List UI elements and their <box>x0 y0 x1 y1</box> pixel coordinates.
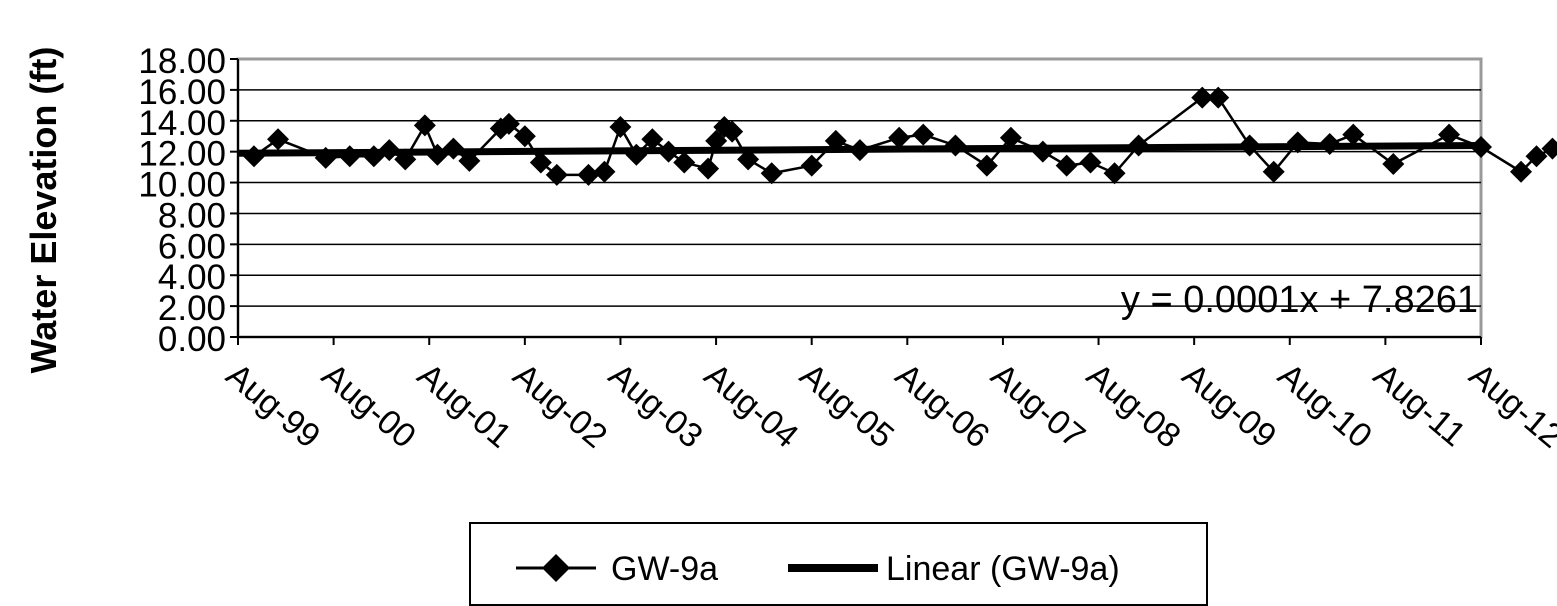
x-tick-label: Aug-03 <box>601 356 709 456</box>
data-point-gw9a <box>338 145 361 168</box>
data-point-gw9a <box>1207 86 1230 109</box>
y-tick-label: 10.00 <box>138 166 226 205</box>
data-point-gw9a <box>314 146 337 169</box>
data-point-gw9a <box>442 137 465 160</box>
data-point-gw9a <box>1031 140 1054 163</box>
data-point-gw9a <box>1382 153 1405 176</box>
data-point-gw9a <box>1541 137 1557 160</box>
plot-area <box>236 57 1483 339</box>
data-point-gw9a <box>1342 123 1365 146</box>
data-point-gw9a <box>1127 134 1150 157</box>
data-point-gw9a <box>497 112 520 135</box>
y-tick-label: 12.00 <box>138 135 226 174</box>
data-point-gw9a <box>426 143 449 166</box>
data-point-gw9a <box>394 148 417 171</box>
data-point-gw9a <box>1238 134 1261 157</box>
data-point-gw9a <box>1191 86 1214 109</box>
data-point-gw9a <box>721 120 744 143</box>
x-tick-label: Aug-11 <box>1366 356 1472 454</box>
data-point-gw9a <box>577 163 600 186</box>
data-point-gw9a <box>413 114 436 137</box>
data-point-gw9a <box>1286 131 1309 154</box>
y-tick-label: 16.00 <box>138 73 226 112</box>
data-point-gw9a <box>267 128 290 151</box>
data-point-gw9a <box>529 151 552 174</box>
x-tick-label: Aug-08 <box>1079 356 1187 456</box>
y-tick-label: 4.00 <box>158 258 226 297</box>
legend-diamond-icon <box>542 554 570 582</box>
x-tick-label: Aug-06 <box>888 356 996 456</box>
data-point-gw9a <box>760 162 783 185</box>
x-tick-label: Aug-01 <box>410 356 518 456</box>
y-tick-label: 14.00 <box>138 104 226 143</box>
x-tick-label: Aug-02 <box>506 356 614 456</box>
data-point-gw9a <box>1055 154 1078 177</box>
data-point-gw9a <box>1470 136 1492 159</box>
data-point-gw9a <box>458 149 481 172</box>
data-point-gw9a <box>609 115 632 138</box>
data-point-gw9a <box>1103 162 1126 185</box>
data-point-gw9a <box>378 139 401 162</box>
data-point-gw9a <box>888 126 911 149</box>
data-point-gw9a <box>1318 132 1341 155</box>
data-point-gw9a <box>824 129 847 152</box>
data-point-gw9a <box>912 123 935 146</box>
data-point-gw9a <box>1525 145 1548 168</box>
legend-label-gw9a: GW-9a <box>611 550 718 588</box>
x-tick-label: Aug-12 <box>1462 356 1557 456</box>
data-point-gw9a <box>625 143 648 166</box>
data-point-gw9a <box>657 140 680 163</box>
x-tick-label: Aug-99 <box>219 356 327 456</box>
y-tick-label: 6.00 <box>158 227 226 266</box>
data-point-gw9a <box>975 154 998 177</box>
data-point-gw9a <box>1438 123 1461 146</box>
data-point-gw9a <box>641 128 664 151</box>
data-point-gw9a <box>848 139 871 162</box>
trendline-equation: y = 0.0001x + 7.8261 <box>1121 279 1478 321</box>
data-point-gw9a <box>944 134 967 157</box>
data-point-gw9a <box>242 145 265 168</box>
data-point-gw9a <box>999 126 1022 149</box>
legend: GW-9a Linear (GW-9a) <box>469 522 1208 606</box>
legend-label-trend: Linear (GW-9a) <box>886 550 1120 588</box>
data-point-gw9a <box>737 148 760 171</box>
x-tick-label: Aug-10 <box>1271 356 1379 456</box>
data-point-gw9a <box>705 129 728 152</box>
x-tick-label: Aug-09 <box>1175 356 1283 456</box>
y-tick-label: 8.00 <box>158 196 226 235</box>
data-point-gw9a <box>1262 160 1285 183</box>
data-point-gw9a <box>1079 151 1102 174</box>
x-tick-label: Aug-07 <box>984 356 1092 456</box>
x-tick-label: Aug-00 <box>314 356 422 456</box>
y-tick-label: 0.00 <box>158 320 226 359</box>
data-point-gw9a <box>673 151 696 174</box>
x-tick-label: Aug-05 <box>793 356 901 456</box>
y-tick-label: 18.00 <box>138 42 226 81</box>
data-point-gw9a <box>513 125 536 148</box>
data-point-gw9a <box>800 154 823 177</box>
data-point-gw9a <box>1510 160 1533 183</box>
data-point-gw9a <box>697 157 720 180</box>
y-tick-label: 2.00 <box>158 289 226 328</box>
data-point-gw9a <box>593 160 616 183</box>
data-point-gw9a <box>545 163 568 186</box>
x-tick-label: Aug-04 <box>697 356 805 456</box>
